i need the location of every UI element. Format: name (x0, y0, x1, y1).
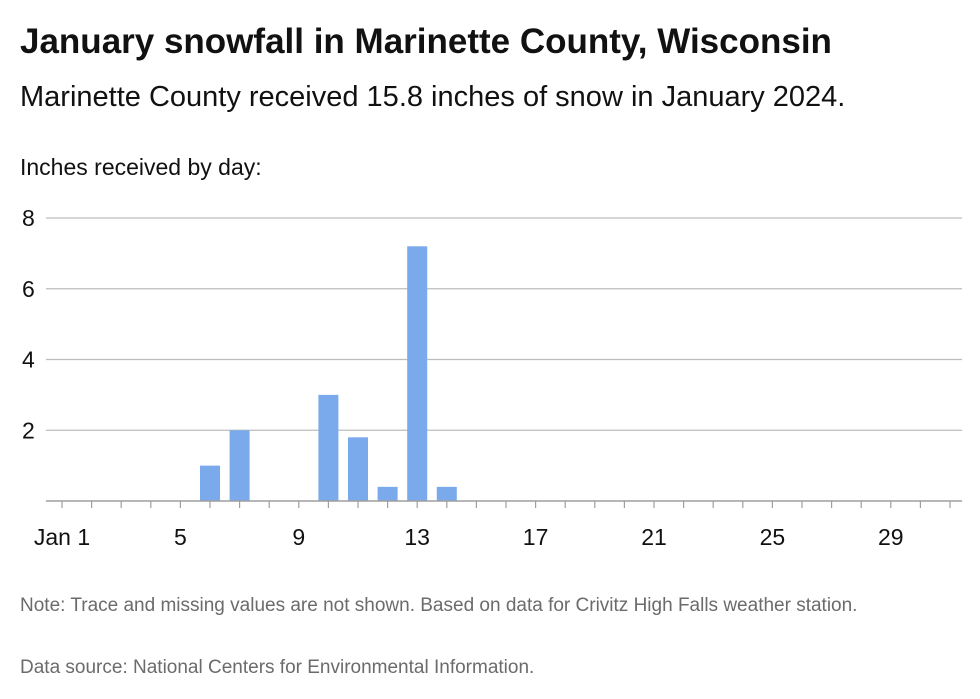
chart-title: January snowfall in Marinette County, Wi… (20, 22, 832, 61)
bar-jan-14 (436, 486, 457, 501)
snowfall-bar-chart: 2 4 6 8 Jan 1 5 9 13 17 21 25 29 (22, 205, 962, 550)
bar-jan-6 (200, 465, 220, 501)
y-axis-label: Inches received by day: (20, 154, 262, 180)
x-tick-label: 29 (878, 524, 904, 550)
x-tick-label: Jan 1 (34, 524, 90, 550)
x-tick-label: 13 (404, 524, 430, 550)
x-tick-label: 21 (641, 524, 667, 550)
y-tick-label: 4 (22, 347, 35, 373)
y-tick-label: 8 (22, 205, 35, 231)
chart-subtitle: Marinette County received 15.8 inches of… (20, 81, 846, 113)
chart-note: Note: Trace and missing values are not s… (20, 595, 858, 616)
bar-jan-13 (407, 246, 428, 501)
y-tick-label: 2 (22, 417, 35, 443)
x-axis: Jan 1 5 9 13 17 21 25 29 (34, 500, 962, 550)
bar-jan-7 (229, 430, 250, 501)
y-tick-labels: 2 4 6 8 (22, 205, 35, 443)
bar-jan-12 (377, 486, 398, 501)
x-tick-label: 9 (292, 524, 305, 550)
data-source: Data source: National Centers for Enviro… (20, 657, 535, 678)
gridlines (46, 217, 962, 431)
bar-jan-11 (348, 437, 368, 501)
x-tick-label: 17 (523, 524, 549, 550)
bars (200, 246, 457, 501)
x-tick-label: 25 (760, 524, 786, 550)
bar-jan-10 (318, 394, 339, 501)
x-tick-label: 5 (174, 524, 187, 550)
y-tick-label: 6 (22, 276, 35, 302)
